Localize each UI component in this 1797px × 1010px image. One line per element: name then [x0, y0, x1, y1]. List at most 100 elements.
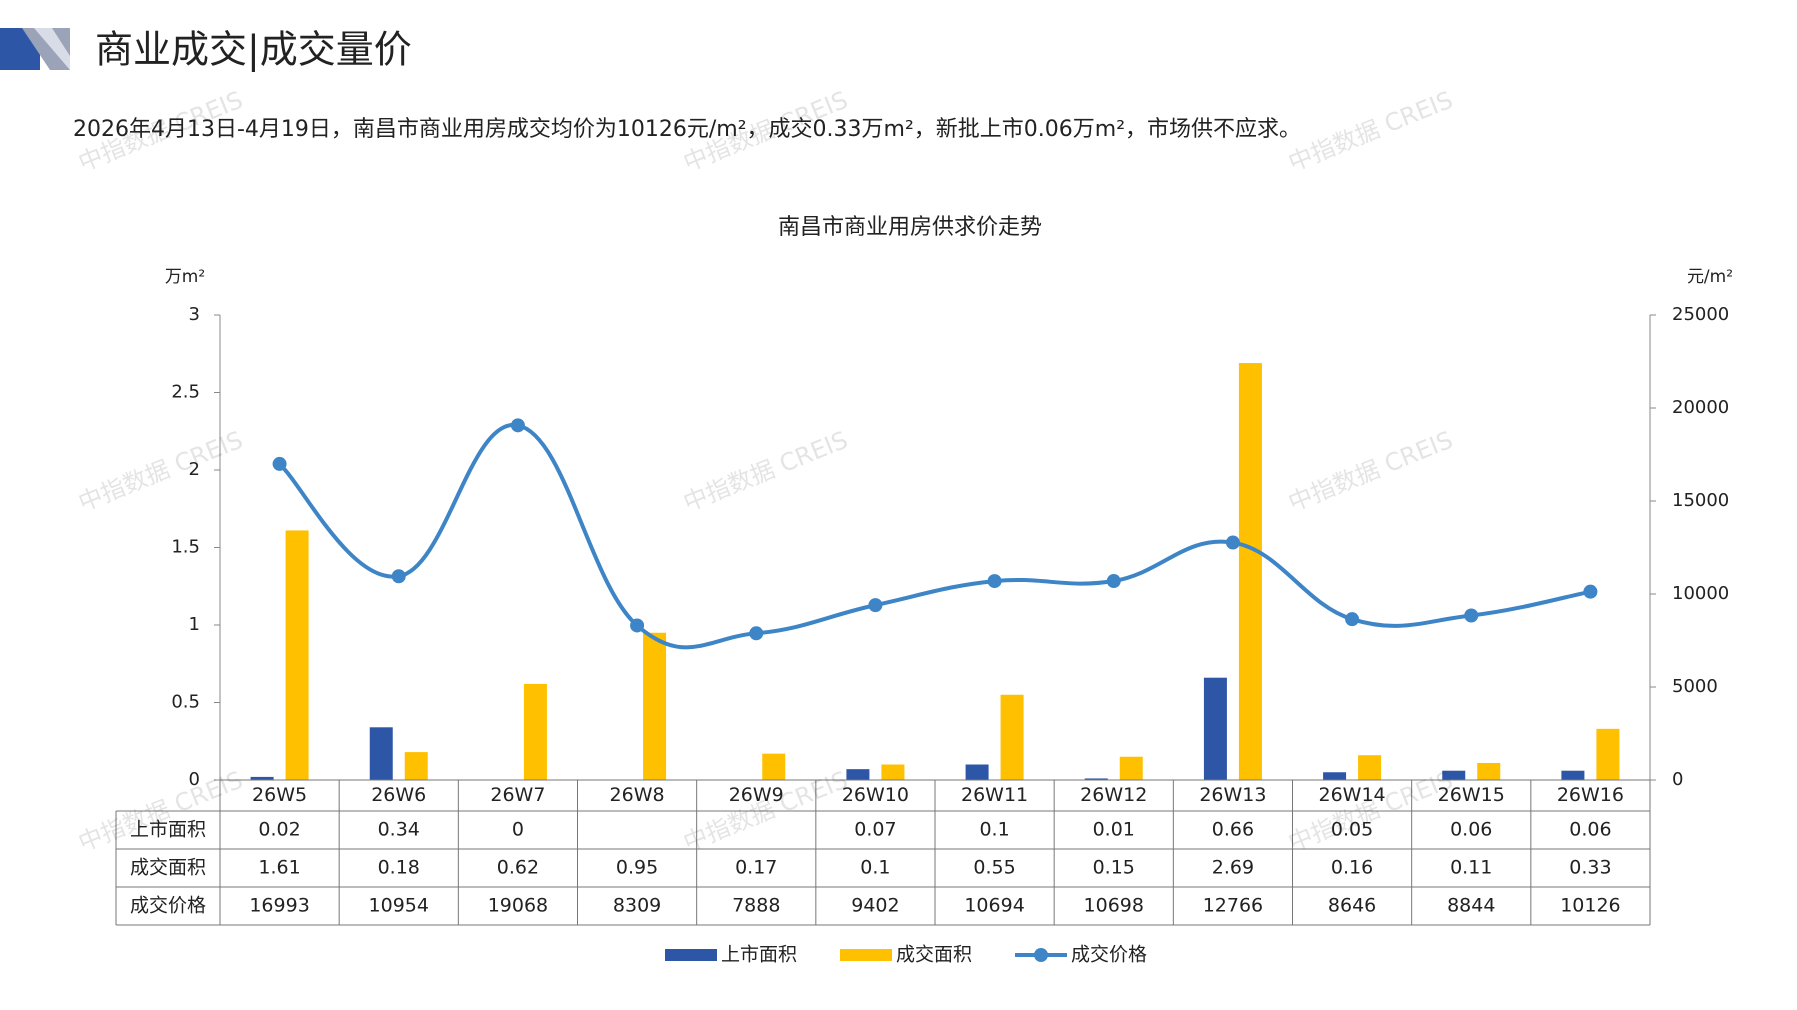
table-cell: 2.69 — [1212, 857, 1254, 879]
bar — [369, 727, 393, 780]
table-row-header: 成交面积 — [130, 857, 206, 879]
line-point — [868, 598, 883, 613]
table-cell: 10694 — [964, 895, 1024, 917]
line-point — [1106, 574, 1121, 589]
table-row-header: 上市面积 — [130, 819, 206, 841]
chart-title: 南昌市商业用房供求价走势 — [778, 215, 1042, 240]
x-tick-label: 26W8 — [610, 784, 665, 806]
y2-tick-label: 0 — [1672, 769, 1683, 790]
table-cell: 8309 — [613, 895, 661, 917]
legend-swatch — [840, 949, 892, 961]
table-cell: 0 — [512, 819, 524, 841]
table-cell: 0.06 — [1450, 819, 1492, 841]
table-cell: 0.55 — [973, 857, 1015, 879]
table-cell: 0.95 — [616, 857, 658, 879]
watermark: 中指数据 CREIS — [1284, 86, 1456, 177]
y2-tick-label: 5000 — [1672, 676, 1718, 697]
legend-label: 上市面积 — [721, 944, 797, 966]
bar — [643, 632, 667, 780]
table-cell: 0.17 — [735, 857, 777, 879]
y-tick-label: 1.5 — [171, 537, 200, 558]
x-tick-label: 26W16 — [1557, 784, 1624, 806]
line-point — [1225, 535, 1240, 550]
x-tick-label: 26W13 — [1199, 784, 1266, 806]
table-cell: 0.01 — [1093, 819, 1135, 841]
table-cell: 19068 — [488, 895, 548, 917]
table-cell: 0.11 — [1450, 857, 1492, 879]
table-cell: 1.61 — [258, 857, 300, 879]
bar — [1203, 677, 1227, 780]
watermark: 中指数据 CREIS — [74, 426, 246, 517]
table-cell: 7888 — [732, 895, 780, 917]
line-point — [630, 618, 645, 633]
bar — [1561, 770, 1585, 780]
legend-swatch — [1034, 948, 1048, 962]
bar — [1323, 772, 1347, 780]
bar — [965, 764, 989, 780]
table-row-header: 成交价格 — [130, 895, 206, 917]
y2-tick-label: 15000 — [1672, 490, 1729, 511]
y-tick-label: 0 — [189, 769, 200, 790]
x-tick-label: 26W10 — [842, 784, 909, 806]
bar — [1442, 770, 1466, 780]
line-point — [1583, 584, 1598, 599]
bar — [1596, 728, 1620, 780]
x-tick-label: 26W14 — [1319, 784, 1386, 806]
page-title: 商业成交|成交量价 — [95, 28, 412, 73]
table-cell: 0.62 — [497, 857, 539, 879]
y-axis-label: 万m² — [165, 267, 205, 287]
bar — [404, 752, 428, 780]
table-cell: 0.16 — [1331, 857, 1373, 879]
table-cell: 0.34 — [378, 819, 420, 841]
table-cell: 0.06 — [1569, 819, 1611, 841]
table-cell: 12766 — [1203, 895, 1263, 917]
table-cell: 8646 — [1328, 895, 1376, 917]
table-cell: 9402 — [851, 895, 899, 917]
bar — [762, 753, 786, 780]
line-point — [510, 418, 525, 433]
watermark: 中指数据 CREIS — [679, 426, 851, 517]
y2-tick-label: 20000 — [1672, 397, 1729, 418]
legend-swatch — [665, 949, 717, 961]
header-decoration — [34, 28, 70, 70]
bar — [250, 776, 274, 780]
y2-tick-label: 25000 — [1672, 304, 1729, 325]
y2-axis-label: 元/m² — [1687, 267, 1733, 287]
bar — [1000, 694, 1024, 780]
table-cell: 0.33 — [1569, 857, 1611, 879]
y-tick-label: 2.5 — [171, 382, 200, 403]
table-cell: 10126 — [1560, 895, 1620, 917]
y-tick-label: 0.5 — [171, 692, 200, 713]
line-point — [1464, 608, 1479, 623]
bar — [1084, 778, 1108, 780]
table-cell: 8844 — [1447, 895, 1495, 917]
bar — [285, 530, 309, 780]
x-tick-label: 26W11 — [961, 784, 1028, 806]
x-tick-label: 26W5 — [252, 784, 307, 806]
line-point — [749, 626, 764, 641]
line-point — [272, 456, 287, 471]
x-tick-label: 26W9 — [729, 784, 784, 806]
bar — [881, 764, 905, 780]
bar — [1238, 363, 1262, 780]
bar — [1477, 762, 1501, 780]
bar — [523, 683, 547, 780]
y-tick-label: 3 — [189, 304, 200, 325]
table-cell: 16993 — [249, 895, 309, 917]
table-cell: 0.1 — [860, 857, 890, 879]
table-cell: 0.1 — [979, 819, 1009, 841]
line-point — [987, 574, 1002, 589]
bar — [1358, 755, 1382, 780]
y-tick-label: 1 — [189, 614, 200, 635]
summary: 2026年4月13日-4月19日，南昌市商业用房成交均价为10126元/m²，成… — [73, 117, 1301, 142]
y-tick-label: 2 — [189, 459, 200, 480]
x-tick-label: 26W12 — [1080, 784, 1147, 806]
bar — [1119, 756, 1143, 780]
table-cell: 0.66 — [1212, 819, 1254, 841]
table-cell: 0.07 — [854, 819, 896, 841]
line-point — [1345, 612, 1360, 627]
table-cell: 0.15 — [1093, 857, 1135, 879]
x-tick-label: 26W15 — [1438, 784, 1505, 806]
legend-label: 成交价格 — [1071, 944, 1147, 966]
